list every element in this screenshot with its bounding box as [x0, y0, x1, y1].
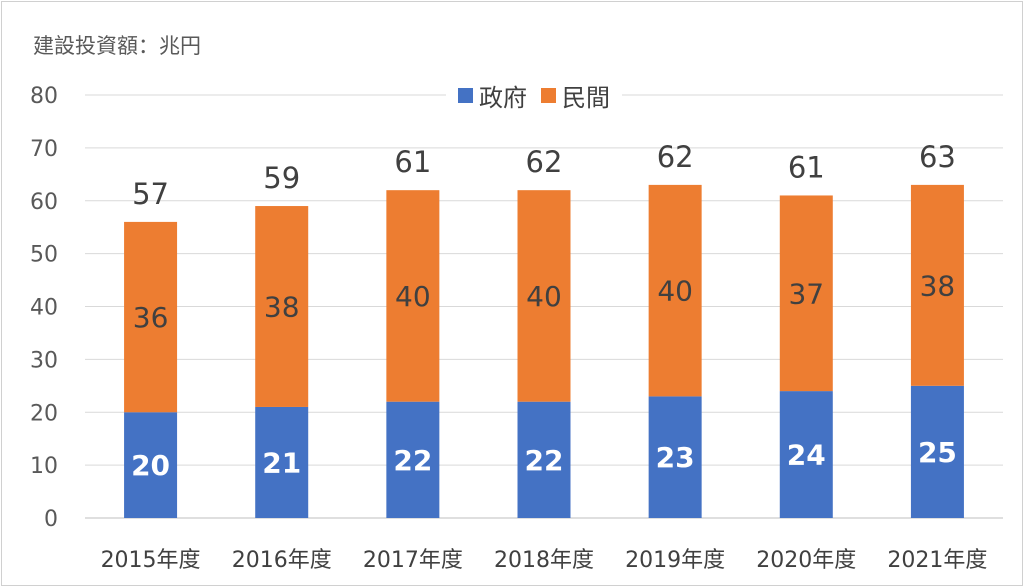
data-label-government: 22 — [525, 444, 564, 477]
bar-segment-government — [910, 385, 964, 518]
data-label-government: 25 — [918, 436, 957, 469]
legend-label-government: 政府 — [479, 83, 527, 112]
x-tick-label: 2015年度 — [101, 548, 201, 573]
data-label-private: 38 — [264, 291, 300, 324]
y-tick-label: 70 — [30, 137, 58, 162]
x-tick-label: 2019年度 — [625, 548, 725, 573]
data-label-private: 40 — [657, 275, 693, 308]
bar-segment-private — [910, 184, 964, 386]
total-label: 62 — [526, 145, 563, 179]
bar-segment-government — [779, 391, 833, 518]
bars — [124, 184, 964, 518]
bar-segment-government — [517, 401, 571, 518]
y-tick-label: 10 — [30, 454, 58, 479]
x-tick-label: 2021年度 — [887, 548, 987, 573]
x-axis: 2015年度 2016年度 2017年度 2018年度 2019年度 2020年度 2021… — [101, 548, 988, 573]
legend-item-private: 民間 — [541, 78, 610, 113]
data-label-government: 24 — [787, 439, 826, 472]
data-labels: 20 36 57 21 38 59 22 40 61 22 40 62 23 40 62 24 37 61 25 38… — [131, 140, 957, 482]
data-label-private: 36 — [133, 301, 169, 334]
legend-swatch-private — [541, 87, 556, 103]
bar-segment-government — [386, 401, 440, 518]
total-label: 59 — [263, 161, 300, 195]
y-tick-label: 40 — [30, 296, 58, 321]
x-tick-label: 2018年度 — [494, 548, 594, 573]
total-label: 61 — [394, 145, 431, 179]
bar-segment-government — [124, 412, 178, 518]
legend-swatch-government — [458, 87, 473, 103]
y-tick-label: 80 — [30, 84, 58, 109]
data-label-government: 23 — [656, 441, 695, 474]
bar-segment-government — [255, 406, 309, 518]
bar-segment-private — [124, 221, 178, 413]
data-label-private: 40 — [395, 280, 431, 313]
x-tick-label: 2017年度 — [363, 548, 463, 573]
y-tick-label: 50 — [30, 243, 58, 268]
bar-segment-private — [517, 190, 571, 402]
total-label: 61 — [788, 150, 825, 184]
total-label: 57 — [132, 177, 169, 211]
legend-label-private: 民間 — [562, 83, 610, 112]
y-tick-label: 30 — [30, 348, 58, 373]
x-tick-label: 2016年度 — [232, 548, 332, 573]
bar-segment-private — [648, 184, 702, 397]
total-label: 62 — [657, 140, 694, 174]
y-axis: 0 10 20 30 40 50 60 70 80 — [30, 84, 58, 532]
data-label-private: 37 — [788, 277, 824, 310]
y-tick-label: 60 — [30, 190, 58, 215]
data-label-private: 40 — [526, 280, 562, 313]
total-label: 63 — [919, 140, 956, 174]
y-tick-label: 20 — [30, 401, 58, 426]
bar-segment-private — [386, 190, 440, 402]
data-label-government: 22 — [393, 444, 432, 477]
bar-segment-private — [255, 206, 309, 407]
legend-item-government: 政府 — [458, 78, 527, 113]
unit-label: 建設投資額：兆円 — [33, 34, 201, 58]
y-tick-label: 0 — [44, 507, 58, 532]
data-label-private: 38 — [920, 269, 956, 302]
legend: 政府 民間 — [446, 78, 622, 112]
data-label-government: 21 — [262, 446, 301, 479]
bar-segment-private — [779, 195, 833, 392]
x-tick-label: 2020年度 — [756, 548, 856, 573]
bar-segment-government — [648, 396, 702, 518]
data-label-government: 20 — [131, 449, 170, 482]
